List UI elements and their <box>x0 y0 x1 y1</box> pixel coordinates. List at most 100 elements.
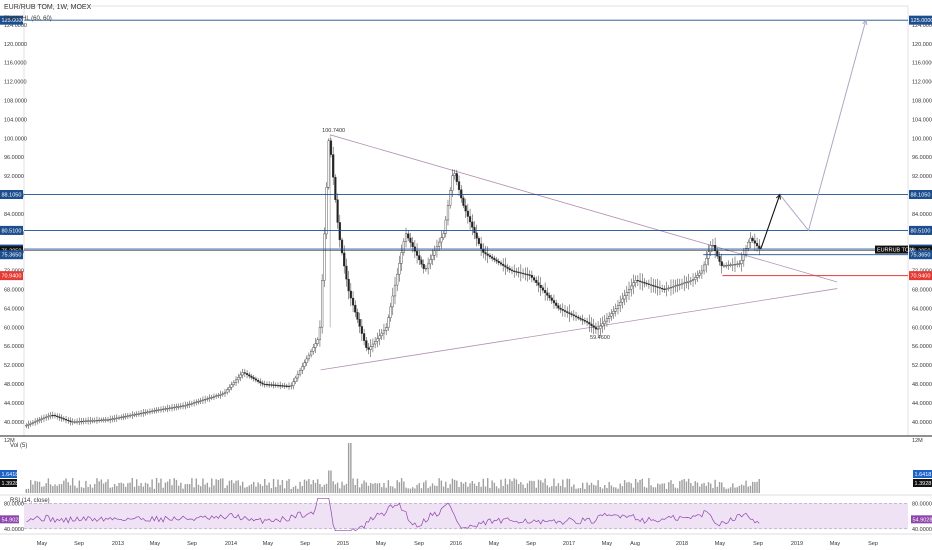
volume-bar <box>347 443 350 493</box>
candle-down <box>259 381 262 384</box>
volume-bar <box>111 487 114 493</box>
volume-bar <box>685 481 688 493</box>
candle-up <box>619 302 622 306</box>
candle-down <box>53 414 57 417</box>
candle-down <box>592 325 595 328</box>
candle-up <box>376 338 379 342</box>
candle-down <box>272 384 275 386</box>
candle-up <box>228 387 231 390</box>
candle-down <box>268 384 271 386</box>
candle-up <box>303 362 306 367</box>
candle-down <box>285 385 288 387</box>
candle-down <box>638 280 642 282</box>
candle-up <box>80 420 83 423</box>
volume-bar <box>721 482 723 493</box>
volume-bar <box>239 485 242 493</box>
volume-bar <box>498 488 500 493</box>
volume-bar <box>407 488 409 493</box>
volume-bar <box>577 488 579 493</box>
indicator-title: Pivots HL (60, 60) <box>4 16 52 22</box>
volume-bar <box>52 486 54 493</box>
volume-bar <box>687 478 690 493</box>
candle-down <box>588 322 591 325</box>
candle-down <box>334 176 337 200</box>
volume-bar <box>696 482 699 493</box>
volume-bar <box>489 487 491 493</box>
x-tick-label: 2013 <box>112 541 124 547</box>
candle-up <box>742 254 745 261</box>
volume-bar <box>69 485 72 493</box>
volume-bar <box>467 486 469 493</box>
volume-bar <box>94 483 96 493</box>
candle-up <box>601 323 604 327</box>
candle-up <box>162 408 165 410</box>
volume-bar <box>637 482 639 493</box>
level-tag-left <box>0 271 23 281</box>
volume-bar <box>129 482 131 493</box>
volume-bar <box>475 485 478 493</box>
volume-bar <box>524 487 526 493</box>
volume-bar <box>91 487 94 493</box>
candle-down <box>561 309 564 311</box>
x-tick-label: May <box>376 541 387 547</box>
candle-down <box>550 297 553 301</box>
candle-down <box>245 373 249 375</box>
candle-up <box>694 277 697 280</box>
volume-bar <box>517 484 520 493</box>
volume-bar <box>756 481 758 493</box>
volume-bar <box>252 481 255 493</box>
volume-bar <box>270 488 273 493</box>
volume-bar <box>710 483 712 493</box>
volume-bar <box>182 488 184 493</box>
volume-bar <box>670 480 672 493</box>
candle-down <box>252 377 255 380</box>
volume-bar <box>343 485 345 493</box>
volume-bar <box>418 483 420 493</box>
level-tag-text-left: 88.1050 <box>2 193 22 199</box>
level-tag-text-right: 80.5100 <box>911 228 931 234</box>
level-tag-text-left: 125.0000 <box>2 18 25 24</box>
candle-down <box>517 271 520 274</box>
volume-bar <box>45 483 47 493</box>
y-tick-label-left: 120.0000 <box>4 42 27 48</box>
volume-bar <box>601 488 604 493</box>
candle-up <box>181 405 185 407</box>
candle-up <box>747 242 750 249</box>
level-tag-text-left: 70.9400 <box>2 274 22 280</box>
volume-bar <box>650 485 652 493</box>
volume-bar <box>540 480 542 493</box>
y-tick-label-left: 124.0000 <box>4 23 27 29</box>
candle-up <box>124 415 127 418</box>
volume-bar <box>447 488 449 493</box>
volume-bar <box>500 479 502 493</box>
volume-bar <box>707 482 710 493</box>
volume-bar <box>363 480 365 493</box>
volume-bar <box>122 483 125 493</box>
x-tick-label: 2018 <box>676 541 688 547</box>
volume-bar <box>394 488 396 493</box>
candle-up <box>453 173 456 176</box>
volume-bar <box>597 480 599 493</box>
volume-bar <box>544 478 546 493</box>
candle-up <box>294 377 297 382</box>
volume-bar <box>429 486 432 493</box>
candle-up <box>195 401 198 403</box>
candle-up <box>239 374 242 378</box>
volume-bar <box>674 487 677 493</box>
volume-bar <box>626 482 628 493</box>
x-tick-label: Sep <box>74 541 84 547</box>
candle-down <box>521 272 525 275</box>
volume-bar <box>336 482 339 493</box>
candle-up <box>625 292 628 296</box>
candle-down <box>491 256 494 259</box>
y-tick-label-right: 40.0000 <box>912 420 932 426</box>
volume-bar <box>381 487 383 493</box>
candle-down <box>532 277 536 281</box>
candle-down <box>524 273 527 275</box>
candle-up <box>727 264 730 267</box>
candles-group <box>25 137 761 429</box>
candle-up <box>120 416 123 419</box>
level-tag-left <box>0 225 23 235</box>
volume-bar <box>610 485 613 493</box>
